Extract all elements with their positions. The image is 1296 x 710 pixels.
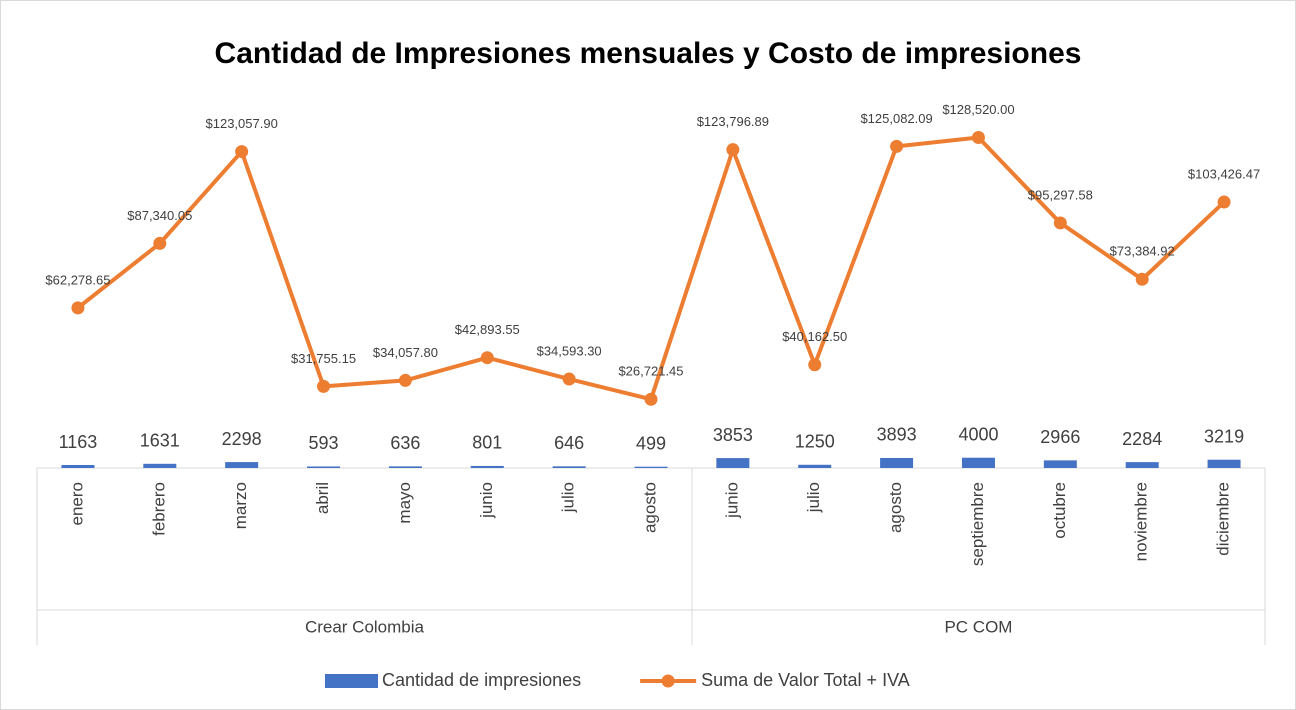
x-tick-label: agosto xyxy=(886,482,905,533)
line-marker xyxy=(562,372,576,386)
bar-value-label: 3893 xyxy=(877,425,917,445)
group-label: PC COM xyxy=(944,617,1012,636)
x-tick-label: diciembre xyxy=(1214,482,1233,556)
bar xyxy=(1125,462,1159,468)
x-tick-label: octubre xyxy=(1050,482,1069,539)
chart-title: Cantidad de Impresiones mensuales y Cost… xyxy=(215,37,1082,70)
line-value-label: $128,520.00 xyxy=(942,102,1014,117)
bar xyxy=(961,457,995,468)
line-marker xyxy=(644,392,658,406)
line-value-label: $42,893.55 xyxy=(455,322,520,337)
x-tick-label: agosto xyxy=(640,482,659,533)
line-marker xyxy=(71,301,85,315)
x-tick-label: mayo xyxy=(395,482,414,524)
line-marker xyxy=(1217,195,1231,209)
x-tick-label: noviembre xyxy=(1132,482,1151,561)
bar xyxy=(307,466,341,468)
x-tick-label: julio xyxy=(559,482,578,513)
line-value-label: $62,278.65 xyxy=(45,272,110,287)
legend-swatch xyxy=(325,674,378,688)
line-value-label: $34,593.30 xyxy=(537,343,602,358)
line-value-label: $87,340.05 xyxy=(127,208,192,223)
bar xyxy=(798,464,832,468)
line-value-label: $125,082.09 xyxy=(860,111,932,126)
legend-swatch xyxy=(661,674,675,688)
bar xyxy=(634,466,668,468)
line-value-label: $123,057.90 xyxy=(206,116,278,131)
group-label: Crear Colombia xyxy=(305,617,425,636)
line-value-label: $34,057.80 xyxy=(373,345,438,360)
bar-value-label: 2298 xyxy=(222,429,262,449)
line-value-label: $95,297.58 xyxy=(1028,187,1093,202)
line-value-label: $26,721.45 xyxy=(618,364,683,379)
bar xyxy=(61,465,95,468)
x-tick-label: enero xyxy=(67,482,86,525)
bar xyxy=(552,466,586,468)
bar-value-label: 4000 xyxy=(958,424,998,444)
line-marker xyxy=(726,143,740,157)
line-marker xyxy=(1135,272,1149,286)
bar-value-label: 593 xyxy=(309,433,339,453)
bar xyxy=(1207,459,1241,468)
x-tick-label: junio xyxy=(722,482,741,519)
bar xyxy=(470,465,504,468)
line-value-label: $103,426.47 xyxy=(1188,166,1260,181)
line-value-label: $123,796.89 xyxy=(697,114,769,129)
bar-value-label: 499 xyxy=(636,433,666,453)
bar xyxy=(388,466,422,468)
x-tick-label: febrero xyxy=(149,482,168,536)
line-marker xyxy=(480,351,494,365)
legend-label: Cantidad de impresiones xyxy=(382,670,581,690)
bar-value-label: 2284 xyxy=(1122,429,1162,449)
line-marker xyxy=(1053,216,1067,230)
line-marker xyxy=(971,131,985,145)
bar-value-label: 801 xyxy=(472,433,502,453)
bar xyxy=(880,457,914,468)
line-marker xyxy=(808,358,822,372)
line-marker xyxy=(153,236,167,250)
bar-value-label: 3219 xyxy=(1204,426,1244,446)
bar xyxy=(225,462,259,468)
bar xyxy=(143,463,177,468)
bar-value-label: 1631 xyxy=(140,431,180,451)
bar-value-label: 1163 xyxy=(59,432,98,452)
line-value-label: $31,755.15 xyxy=(291,351,356,366)
bar-value-label: 3853 xyxy=(713,425,753,445)
bar-value-label: 2966 xyxy=(1040,427,1080,447)
line-marker xyxy=(890,139,904,153)
bar-value-label: 1250 xyxy=(795,432,835,452)
legend-label: Suma de Valor Total + IVA xyxy=(701,670,910,690)
x-tick-label: marzo xyxy=(231,482,250,529)
line-value-label: $73,384.92 xyxy=(1110,244,1175,259)
line-marker xyxy=(235,145,249,159)
x-tick-label: julio xyxy=(804,482,823,513)
bar xyxy=(1043,460,1077,468)
bar-value-label: 636 xyxy=(390,433,420,453)
x-tick-label: septiembre xyxy=(968,482,987,566)
line-marker xyxy=(398,373,412,387)
bar-value-label: 646 xyxy=(554,433,584,453)
x-tick-label: junio xyxy=(477,482,496,519)
line-value-label: $40,162.50 xyxy=(782,329,847,344)
line-marker xyxy=(317,379,331,393)
bar xyxy=(716,458,750,468)
x-tick-label: abril xyxy=(313,482,332,514)
